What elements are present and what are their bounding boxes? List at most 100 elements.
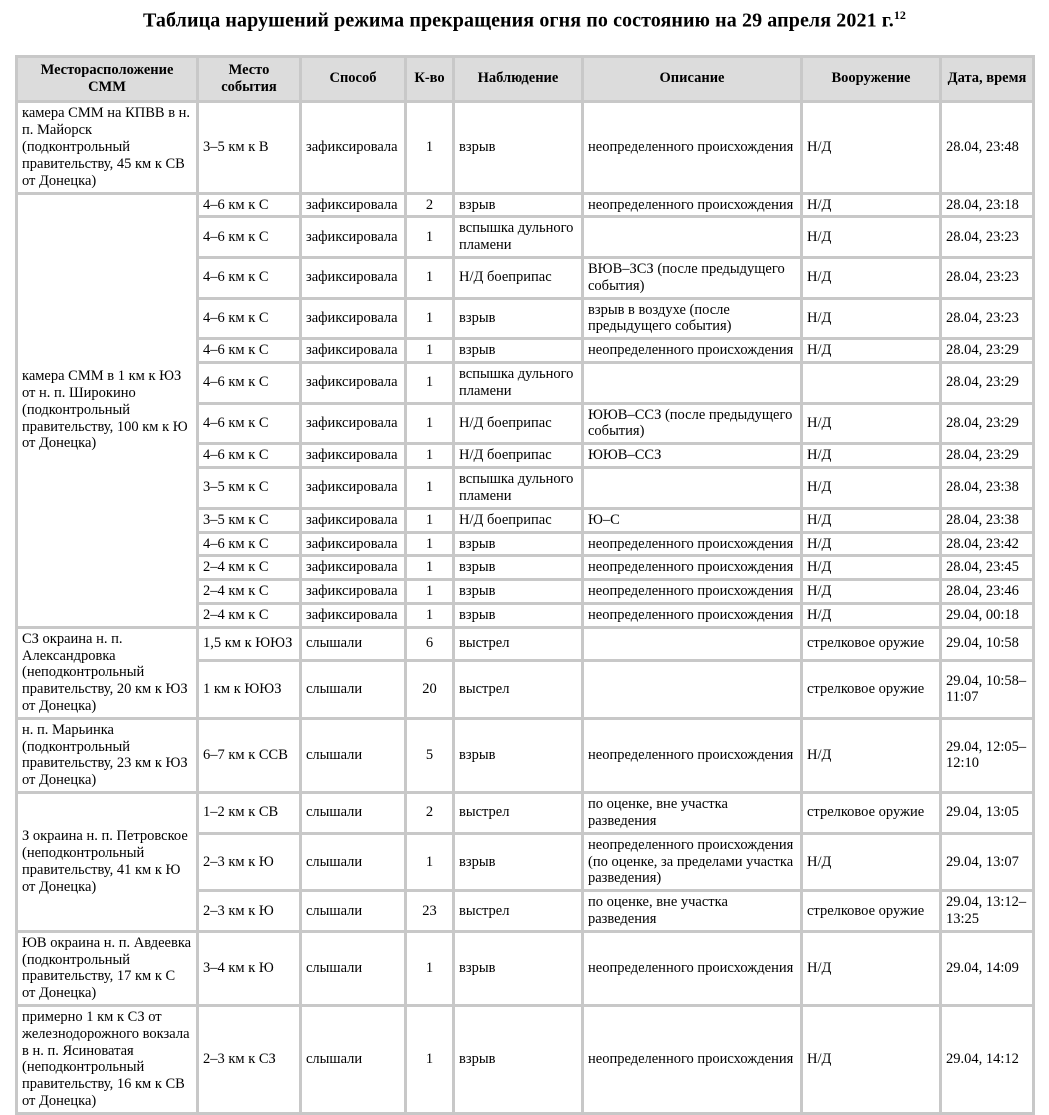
datetime-cell: 28.04, 23:29	[942, 404, 1032, 443]
col-header-description: Описание	[584, 57, 800, 101]
method-cell: слышали	[302, 628, 404, 660]
method-cell: зафиксировала	[302, 581, 404, 602]
weapon-cell: Н/Д	[803, 103, 939, 192]
method-cell: зафиксировала	[302, 509, 404, 531]
observation-cell: взрыв	[455, 557, 581, 579]
event-place-cell: 1–2 км к СВ	[199, 794, 299, 832]
method-cell: зафиксировала	[302, 469, 404, 507]
description-cell: по оценке, вне участка разведения	[584, 892, 800, 930]
description-cell: неопределенного происхождения	[584, 533, 800, 555]
table-row: камера СММ в 1 км к ЮЗ от н. п. Широкино…	[18, 194, 1032, 626]
weapon-cell: Н/Д	[803, 932, 939, 1004]
weapon-cell: Н/Д	[803, 604, 939, 626]
event-place-cell: 4–6 км к С	[199, 364, 299, 402]
table-header: Месторасположение СММ Место события Спос…	[18, 57, 1032, 101]
table-row: ЮВ окраина н. п. Авдеевка (подконтрольны…	[18, 932, 1032, 1004]
observation-cell: Н/Д боеприпас	[455, 404, 581, 443]
quantity-cell: 6	[407, 628, 452, 660]
description-cell: ЮЮВ–ССЗ (после предыдущего события)	[584, 404, 800, 443]
datetime-cell: 29.04, 00:18	[942, 604, 1032, 626]
quantity-cell: 1	[407, 218, 452, 256]
datetime-cell: 29.04, 14:12	[942, 1007, 1032, 1112]
method-cell: зафиксировала	[302, 103, 404, 192]
table-row: примерно 1 км к СЗ от железнодорожного в…	[18, 1007, 1032, 1112]
quantity-cell: 20	[407, 662, 452, 717]
table-row: СЗ окраина н. п. Александровка (неподкон…	[18, 628, 1032, 717]
method-cell: зафиксировала	[302, 299, 404, 338]
location-cell: примерно 1 км к СЗ от железнодорожного в…	[18, 1007, 196, 1112]
event-place-cell: 1 км к ЮЮЗ	[199, 662, 299, 717]
datetime-cell: 29.04, 13:07	[942, 834, 1032, 890]
event-place-cell: 3–5 км к С	[199, 469, 299, 507]
datetime-cell: 28.04, 23:38	[942, 509, 1032, 531]
observation-cell: взрыв	[455, 1007, 581, 1112]
method-cell: слышали	[302, 834, 404, 890]
description-cell: неопределенного происхождения	[584, 103, 800, 192]
weapon-cell: Н/Д	[803, 258, 939, 297]
method-cell: слышали	[302, 1007, 404, 1112]
observation-cell: взрыв	[455, 340, 581, 361]
datetime-cell: 28.04, 23:23	[942, 299, 1032, 338]
weapon-cell: Н/Д	[803, 445, 939, 467]
col-header-weapons: Вооружение	[803, 57, 939, 101]
table-row: З окраина н. п. Петровское (неподконтрол…	[18, 794, 1032, 930]
header-row: Месторасположение СММ Место события Спос…	[18, 57, 1032, 101]
col-header-event-place: Место события	[199, 57, 299, 101]
quantity-cell: 1	[407, 340, 452, 361]
event-place-cell: 4–6 км к С	[199, 218, 299, 256]
datetime-cell: 28.04, 23:45	[942, 557, 1032, 579]
method-cell: зафиксировала	[302, 218, 404, 256]
description-cell	[584, 469, 800, 507]
description-cell	[584, 662, 800, 717]
table-row: н. п. Марьинка (подконтрольный правитель…	[18, 719, 1032, 792]
quantity-cell: 1	[407, 258, 452, 297]
event-place-cell: 2–4 км к С	[199, 557, 299, 579]
datetime-cell: 29.04, 13:12–13:25	[942, 892, 1032, 930]
observation-cell: взрыв	[455, 194, 581, 216]
method-cell: зафиксировала	[302, 340, 404, 361]
quantity-cell: 1	[407, 103, 452, 192]
quantity-cell: 1	[407, 404, 452, 443]
observation-cell: выстрел	[455, 628, 581, 660]
event-place-cell: 3–4 км к Ю	[199, 932, 299, 1004]
description-cell: неопределенного происхождения	[584, 719, 800, 792]
event-place-cell: 4–6 км к С	[199, 445, 299, 467]
weapon-cell: Н/Д	[803, 557, 939, 579]
method-cell: зафиксировала	[302, 364, 404, 402]
observation-cell: вспышка дульного пламени	[455, 218, 581, 256]
description-cell	[584, 628, 800, 660]
event-place-cell: 2–3 км к Ю	[199, 834, 299, 890]
observation-cell: взрыв	[455, 834, 581, 890]
quantity-cell: 1	[407, 445, 452, 467]
observation-cell: взрыв	[455, 719, 581, 792]
page-title: Таблица нарушений режима прекращения огн…	[0, 8, 1049, 33]
weapon-cell: Н/Д	[803, 509, 939, 531]
location-cell: камера СММ в 1 км к ЮЗ от н. п. Широкино…	[18, 194, 196, 626]
event-place-cell: 4–6 км к С	[199, 533, 299, 555]
location-cell: СЗ окраина н. п. Александровка (неподкон…	[18, 628, 196, 717]
event-place-cell: 2–3 км к Ю	[199, 892, 299, 930]
observation-cell: выстрел	[455, 892, 581, 930]
description-cell: ЮЮВ–ССЗ	[584, 445, 800, 467]
description-cell: неопределенного происхождения (по оценке…	[584, 834, 800, 890]
method-cell: слышали	[302, 794, 404, 832]
weapon-cell: Н/Д	[803, 834, 939, 890]
observation-cell: взрыв	[455, 604, 581, 626]
description-cell: по оценке, вне участка разведения	[584, 794, 800, 832]
quantity-cell: 1	[407, 1007, 452, 1112]
observation-cell: вспышка дульного пламени	[455, 364, 581, 402]
document-page: Таблица нарушений режима прекращения огн…	[0, 8, 1049, 1115]
description-cell: неопределенного происхождения	[584, 1007, 800, 1112]
description-cell: неопределенного происхождения	[584, 194, 800, 216]
description-cell: неопределенного происхождения	[584, 581, 800, 602]
datetime-cell: 29.04, 10:58	[942, 628, 1032, 660]
datetime-cell: 29.04, 10:58–11:07	[942, 662, 1032, 717]
quantity-cell: 1	[407, 509, 452, 531]
